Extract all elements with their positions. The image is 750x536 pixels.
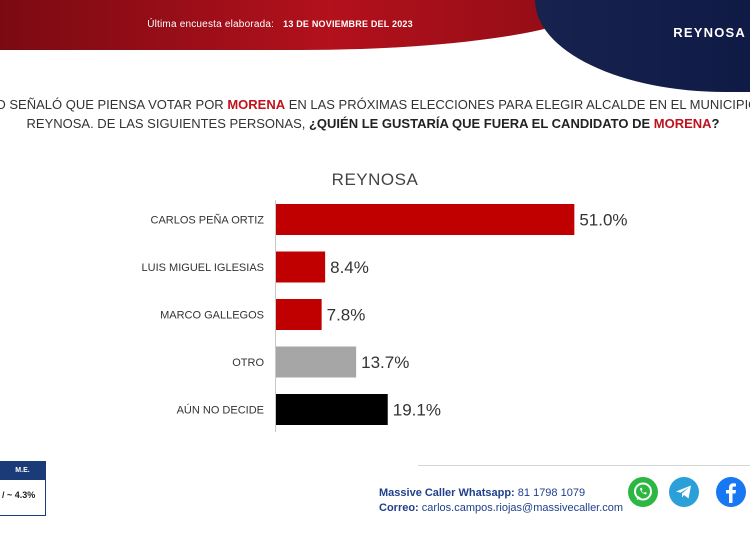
chart-axis-line [275,200,276,432]
whatsapp-label: Massive Caller Whatsapp: [379,487,515,499]
question-party1: MORENA [227,97,286,112]
value-label-carlos-pena-ortiz: 51.0% [579,211,627,230]
survey-date-prefix: Última encuesta elaborada: [147,19,275,30]
question-part3: REYNOSA. DE LAS SIGUIENTES PERSONAS, [26,116,309,131]
bar-aun-no-decide [276,394,388,425]
whatsapp-icon[interactable] [628,477,658,507]
bar-otro [276,346,357,378]
bar-marco-gallegos [276,299,322,330]
value-label-otro: 13.7% [361,353,409,372]
question-part4: ¿QUIÉN LE GUSTARÍA QUE FUERA EL CANDIDAT… [308,116,654,131]
value-label-aun-no-decide: 19.1% [393,401,441,420]
question-part5: ? [711,116,720,131]
header-city: REYNOSA [673,25,746,40]
survey-question: ED SEÑALÓ QUE PIENSA VOTAR POR MORENA EN… [0,95,750,133]
category-label-carlos-pena-ortiz: CARLOS PEÑA ORTIZ [151,214,265,227]
category-label-luis-miguel-iglesias: LUIS MIGUEL IGLESIAS [142,262,264,274]
email-address[interactable]: carlos.campos.riojas@massivecaller.com [421,502,624,514]
whatsapp-line: Massive Caller Whatsapp: 81 1798 1079 [379,486,623,501]
category-label-otro: OTRO [232,357,264,369]
email-line: Correo: carlos.campos.riojas@massivecall… [379,501,623,516]
bar-carlos-pena-ortiz [276,204,575,235]
question-party2: MORENA [653,116,712,131]
bar-luis-miguel-iglesias [276,251,326,283]
margin-of-error-value: / ~ 4.3% [2,490,36,500]
footer-divider [418,465,750,466]
margin-of-error-label: M.E. [0,462,45,480]
survey-date-value: 13 DE NOVIEMBRE DEL 2023 [283,19,413,29]
margin-of-error-box: M.E. / ~ 4.3% [0,461,46,516]
question-part2: EN LAS PRÓXIMAS ELECCIONES PARA ELEGIR A… [285,97,750,112]
chart-title: REYNOSA [331,170,419,189]
survey-date: Última encuesta elaborada: 13 DE NOVIEMB… [0,19,560,30]
facebook-icon[interactable] [716,477,746,507]
whatsapp-number[interactable]: 81 1798 1079 [517,487,586,499]
value-label-luis-miguel-iglesias: 8.4% [330,258,369,277]
email-label: Correo: [379,502,419,514]
question-part1: ED SEÑALÓ QUE PIENSA VOTAR POR [0,97,228,112]
telegram-icon[interactable] [669,477,699,507]
category-label-aun-no-decide: AÚN NO DECIDE [177,404,264,417]
category-label-marco-gallegos: MARCO GALLEGOS [160,310,264,322]
contact-info: Massive Caller Whatsapp: 81 1798 1079 Co… [379,486,623,516]
value-label-marco-gallegos: 7.8% [327,306,366,325]
